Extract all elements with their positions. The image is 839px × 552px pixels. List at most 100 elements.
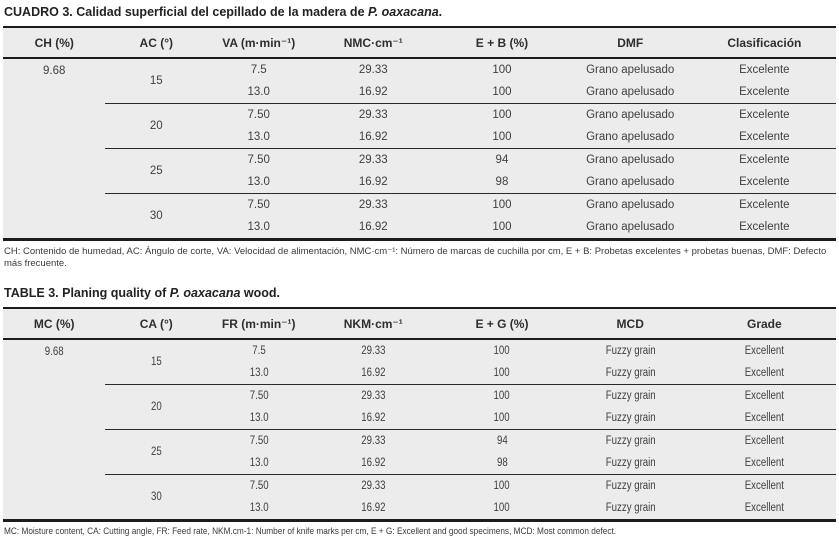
- cell-text: Excelente: [739, 176, 790, 188]
- cell-text: 7.50: [247, 109, 270, 121]
- data-cell: 13.0: [207, 126, 310, 149]
- data-cell: Fuzzy grain: [568, 407, 693, 430]
- cell-text: 100: [493, 367, 510, 379]
- data-cell: 94: [436, 148, 568, 171]
- cell-text: VA (m·min⁻¹): [222, 36, 296, 50]
- cell-text: MCD: [616, 317, 644, 331]
- data-cell: Grano apelusado: [567, 148, 693, 171]
- data-cell: Fuzzy grain: [568, 339, 693, 362]
- cell-text: 100: [493, 480, 510, 492]
- cell-text: 30: [150, 491, 162, 503]
- cell-text: Excellent: [744, 435, 784, 447]
- data-cell: 13.0: [207, 216, 310, 240]
- title-text: TABLE 3. Planing quality of: [4, 286, 170, 300]
- cutting-angle-cell: 30: [105, 193, 208, 240]
- cutting-angle-cell: 15: [105, 339, 207, 385]
- data-cell: 16.92: [310, 126, 436, 149]
- cell-text: Fuzzy grain: [605, 412, 656, 424]
- data-cell: 100: [436, 193, 568, 216]
- data-cell: Excellent: [693, 497, 836, 521]
- cutting-angle-cell: 25: [105, 429, 208, 475]
- cell-text: 16.92: [361, 502, 386, 514]
- table-header: MC (%) CA (°) FR (m·min⁻¹) NKM·cm⁻¹ E + G (%…: [3, 308, 836, 340]
- column-header-5: DMF: [567, 27, 693, 59]
- column-header-4: E + G (%): [436, 308, 568, 340]
- cell-text: 20: [150, 401, 162, 413]
- data-cell: Fuzzy grain: [567, 474, 693, 497]
- data-cell: Grano apelusado: [568, 126, 693, 149]
- cell-text: 13.0: [249, 502, 269, 514]
- cell-text: 13.0: [247, 176, 270, 188]
- column-header-1: CA (°): [105, 308, 208, 340]
- data-cell: 13.0: [207, 362, 310, 385]
- cell-text: NKM·cm⁻¹: [343, 317, 403, 331]
- data-cell: 13.0: [207, 452, 310, 475]
- data-cell: 16.92: [310, 362, 436, 385]
- data-cell: Excellent: [693, 339, 836, 362]
- data-cell: 100: [436, 339, 568, 362]
- data-cell: Fuzzy grain: [567, 429, 693, 452]
- data-cell: 29.33: [310, 429, 437, 452]
- moisture-content-cell: 9.68: [3, 339, 105, 521]
- cutting-angle-cell: 20: [105, 103, 208, 149]
- data-cell: Excelente: [692, 193, 836, 216]
- cell-text: 13.0: [247, 86, 270, 98]
- cell-text: 16.92: [358, 221, 388, 233]
- data-cell: 7.50: [207, 474, 311, 497]
- data-cell: Excellent: [693, 407, 836, 430]
- data-cell: 29.33: [310, 474, 437, 497]
- table-row: 9.68 15 7.5 29.33 100 Grano apelusado Excelent…: [3, 58, 836, 87]
- data-cell: Excellent: [693, 362, 836, 385]
- cell-text: 100: [492, 221, 512, 233]
- data-cell: 7.50: [207, 384, 311, 407]
- cell-text: Fuzzy grain: [605, 390, 656, 402]
- cell-text: Grano apelusado: [586, 176, 675, 188]
- data-cell: 16.92: [310, 216, 436, 240]
- data-cell: 100: [436, 407, 568, 430]
- table-row: 13.0 16.92 100 Grano apelusado Excelente: [3, 126, 836, 149]
- cell-text: 9.68: [43, 65, 66, 77]
- table-row: 13.0 16.92 100 Fuzzy grain Excellent: [3, 362, 836, 385]
- data-cell: 100: [436, 126, 568, 149]
- data-cell: 29.33: [310, 148, 437, 171]
- data-cell: 7.5: [207, 58, 310, 81]
- data-cell: 16.92: [310, 497, 436, 521]
- cell-text: 9.68: [44, 346, 64, 358]
- cell-text: Excellent: [744, 367, 784, 379]
- cell-text: CH (%): [34, 36, 74, 50]
- cell-text: 29.33: [361, 345, 386, 357]
- data-cell: 16.92: [310, 171, 436, 194]
- column-header-6: Clasificación: [692, 27, 836, 59]
- cell-text: Fuzzy grain: [605, 367, 656, 379]
- data-cell: Fuzzy grain: [567, 384, 693, 407]
- table-row: 13.0 16.92 98 Fuzzy grain Excellent: [3, 452, 836, 475]
- data-cell: 29.33: [310, 384, 437, 407]
- cell-text: 98: [496, 457, 508, 469]
- table-row: 13.0 16.92 100 Grano apelusado Excelente: [3, 216, 836, 240]
- column-header-5: MCD: [567, 308, 693, 340]
- cell-text: 7.5: [251, 345, 266, 357]
- data-cell: 100: [436, 497, 568, 521]
- data-cell: 7.50: [207, 103, 311, 126]
- data-cell: 98: [436, 452, 568, 475]
- table-body: 9.68 15 7.5 29.33 100 Fuzzy grain Excellent 13.…: [3, 339, 836, 521]
- cell-text: 100: [492, 64, 512, 76]
- cell-text: Fuzzy grain: [605, 435, 656, 447]
- cell-text: 7.5: [250, 64, 267, 76]
- cutting-angle-cell: 30: [105, 474, 208, 521]
- cell-text: Excellent: [744, 345, 784, 357]
- cell-text: Excelente: [739, 109, 790, 121]
- data-cell: 29.33: [310, 339, 436, 362]
- spacer: [3, 270, 836, 284]
- data-cell: Fuzzy grain: [568, 362, 693, 385]
- data-cell: 100: [436, 58, 568, 81]
- cell-text: Grade: [747, 317, 782, 331]
- cell-text: 13.0: [247, 131, 270, 143]
- cell-text: DMF: [617, 36, 644, 50]
- data-cell: Excellent: [692, 384, 836, 407]
- cell-text: E + G (%): [475, 317, 529, 331]
- cell-text: 100: [492, 86, 512, 98]
- data-cell: Excelente: [692, 148, 836, 171]
- cell-text: 29.33: [358, 154, 388, 166]
